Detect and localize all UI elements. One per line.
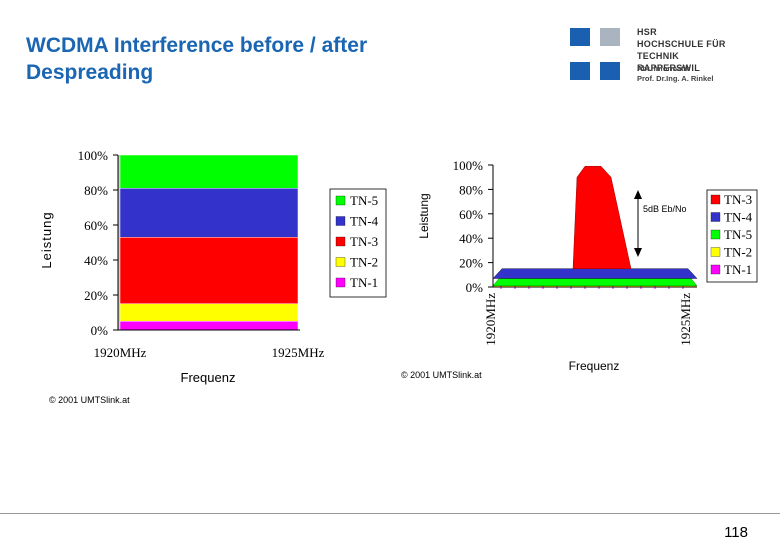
legend-label: TN-2 <box>350 255 378 270</box>
y-tick-label: 0% <box>466 280 484 295</box>
legend-swatch <box>335 257 346 267</box>
legend-swatch <box>710 229 721 240</box>
logo-line5: Prof. Dr.Ing. A. Rinkel <box>637 74 714 83</box>
y-tick-label: 40% <box>459 231 483 246</box>
legend-label: TN-4 <box>724 210 753 225</box>
bar-segment-tn-4 <box>119 188 299 238</box>
y-tick-label: 80% <box>459 182 483 197</box>
bar-segment-tn-5 <box>119 154 299 189</box>
logo-subtext: Abt. Informatik Prof. Dr.Ing. A. Rinkel <box>637 64 713 84</box>
legend-label: TN-3 <box>350 234 378 249</box>
logo-line1: HSR <box>637 27 657 37</box>
y-tick-label: 60% <box>459 207 483 222</box>
logo-square <box>600 28 620 46</box>
y-axis-label: Leistung <box>417 193 431 238</box>
y-tick-label: 60% <box>84 218 108 233</box>
x-tick-label: 1920MHz <box>94 345 147 360</box>
legend-swatch <box>710 212 721 222</box>
y-tick-label: 20% <box>84 288 108 303</box>
x-tick-label: 1925MHz <box>678 293 693 346</box>
logo-square <box>600 62 620 80</box>
legend-label: TN-5 <box>350 193 378 208</box>
copyright: © 2001 UMTSlink.at <box>49 395 130 405</box>
logo-square <box>570 62 590 80</box>
legend-label: TN-2 <box>724 245 752 260</box>
page-number: 118 <box>724 524 748 541</box>
legend: TN-3 TN-4 TN-5 TN-2 TN-1 <box>706 189 758 283</box>
area-tn-3 <box>572 165 632 269</box>
y-tick-label: 0% <box>91 323 109 338</box>
legend-label: TN-1 <box>350 275 378 290</box>
y-tick-label: 20% <box>459 256 483 271</box>
legend-swatch <box>335 216 346 226</box>
x-tick-label: 1920MHz <box>483 293 498 346</box>
slide-title: WCDMA Interference before / after Despre… <box>26 32 367 86</box>
legend-swatch <box>710 264 721 275</box>
logo-text: HSR HOCHSCHULE FÜR TECHNIK RAPPERSWIL <box>637 26 770 74</box>
logo-line4: Abt. Informatik <box>637 64 690 73</box>
legend-swatch <box>710 247 721 257</box>
legend-swatch <box>710 194 721 205</box>
slide-title-line2: Despreading <box>26 61 154 84</box>
y-tick-label: 80% <box>84 183 108 198</box>
legend: TN-5 TN-4 TN-3 TN-2 TN-1 <box>329 188 387 298</box>
copyright: © 2001 UMTSlink.at <box>401 370 482 380</box>
footer-divider <box>0 513 780 514</box>
annotation-arrow-head <box>634 190 642 199</box>
legend-label: TN-5 <box>724 227 752 242</box>
area-tn-5 <box>492 278 698 287</box>
x-axis-label: Frequenz <box>569 359 620 373</box>
logo-line2: HOCHSCHULE FÜR TECHNIK <box>637 39 726 61</box>
legend-swatch <box>335 236 346 247</box>
legend-swatch <box>335 195 346 206</box>
x-axis-label: Frequenz <box>181 370 236 385</box>
logo-line3: RAPPERSWIL <box>637 63 701 73</box>
legend-label: TN-4 <box>350 214 379 229</box>
y-tick-label: 40% <box>84 253 108 268</box>
logo-square <box>570 28 590 46</box>
y-axis-label: Leistung <box>39 211 54 268</box>
legend-label: TN-1 <box>724 262 752 277</box>
area-tn-4 <box>492 268 698 279</box>
slide-title-line1: WCDMA Interference before / after <box>26 34 368 57</box>
x-tick-label: 1925MHz <box>272 345 325 360</box>
legend-label: TN-3 <box>724 192 752 207</box>
annotation-label: 5dB Eb/No <box>643 204 687 214</box>
annotation-arrow-head <box>634 248 642 257</box>
hsr-logo: HSR HOCHSCHULE FÜR TECHNIK RAPPERSWIL Ab… <box>570 26 770 90</box>
y-tick-label: 100% <box>453 158 484 173</box>
legend-swatch <box>335 277 346 288</box>
y-tick-label: 100% <box>78 148 109 163</box>
bar-segment-tn-3 <box>119 237 299 304</box>
